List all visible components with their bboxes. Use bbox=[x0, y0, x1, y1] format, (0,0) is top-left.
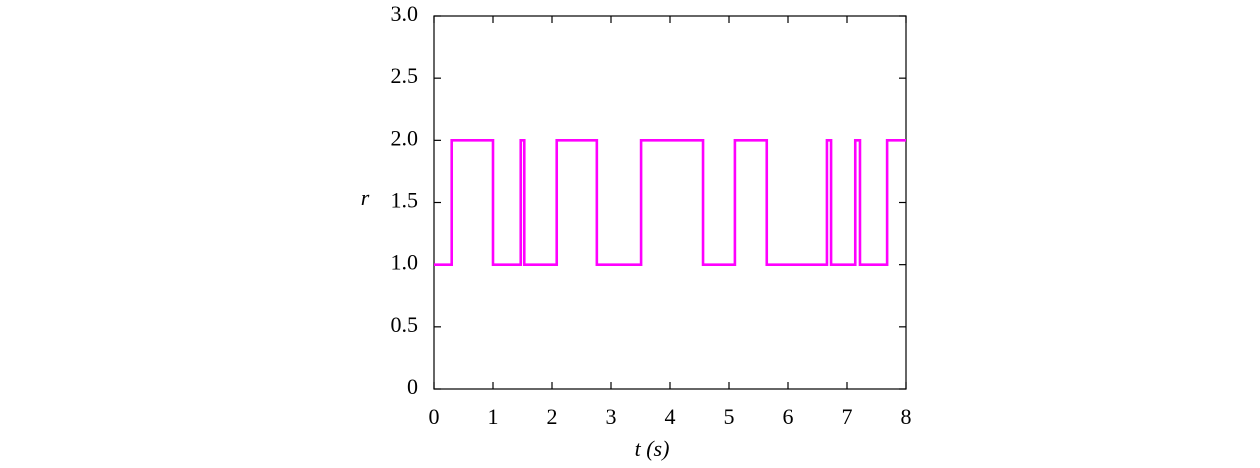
y-tick-label: 0 bbox=[407, 374, 418, 399]
plot-frame bbox=[433, 15, 907, 390]
x-tick-label: 8 bbox=[901, 404, 912, 429]
x-tick-label: 6 bbox=[783, 404, 794, 429]
x-axis-label: t (s) bbox=[635, 436, 670, 461]
y-tick-label: 1.0 bbox=[391, 250, 419, 275]
x-tick-label: 4 bbox=[665, 404, 676, 429]
x-tick-label: 0 bbox=[429, 404, 440, 429]
y-tick-label: 2.5 bbox=[391, 63, 419, 88]
x-tick-label: 3 bbox=[606, 404, 617, 429]
data-line bbox=[434, 139, 906, 266]
x-tick-label: 7 bbox=[842, 404, 853, 429]
y-tick-label: 3.0 bbox=[391, 1, 419, 26]
y-tick-label: 1.5 bbox=[391, 188, 419, 213]
y-tick-label: 2.0 bbox=[391, 125, 419, 150]
x-tick-label: 1 bbox=[488, 404, 499, 429]
y-axis-label: r bbox=[361, 185, 370, 210]
x-tick-label: 5 bbox=[724, 404, 735, 429]
x-tick-label: 2 bbox=[547, 404, 558, 429]
y-tick-label: 0.5 bbox=[391, 312, 419, 337]
